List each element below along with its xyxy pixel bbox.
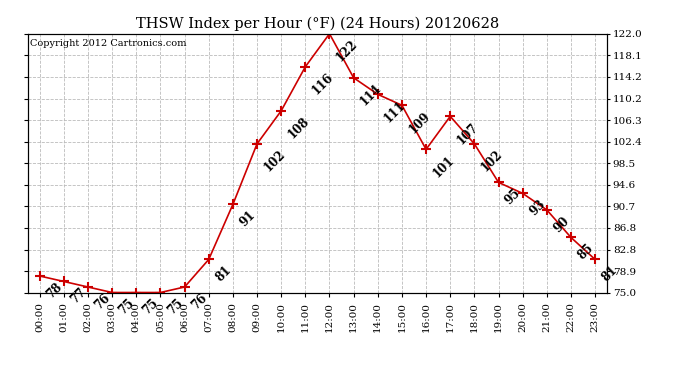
- Title: THSW Index per Hour (°F) (24 Hours) 20120628: THSW Index per Hour (°F) (24 Hours) 2012…: [136, 17, 499, 31]
- Text: 102: 102: [479, 148, 505, 174]
- Text: 75: 75: [141, 297, 161, 317]
- Text: 95: 95: [503, 186, 524, 207]
- Text: 90: 90: [551, 214, 572, 235]
- Text: 116: 116: [310, 71, 336, 98]
- Text: 111: 111: [382, 99, 408, 125]
- Text: 107: 107: [455, 120, 481, 147]
- Text: 122: 122: [334, 38, 360, 64]
- Text: 108: 108: [286, 115, 312, 141]
- Text: 101: 101: [431, 153, 457, 180]
- Text: 75: 75: [117, 297, 137, 317]
- Text: 109: 109: [406, 110, 433, 136]
- Text: 75: 75: [165, 297, 186, 317]
- Text: 78: 78: [44, 280, 65, 301]
- Text: 81: 81: [600, 264, 620, 284]
- Text: 85: 85: [575, 242, 596, 262]
- Text: 93: 93: [527, 198, 548, 218]
- Text: 76: 76: [92, 291, 113, 312]
- Text: 91: 91: [237, 209, 258, 229]
- Text: Copyright 2012 Cartronics.com: Copyright 2012 Cartronics.com: [30, 39, 187, 48]
- Text: 76: 76: [189, 291, 210, 312]
- Text: 102: 102: [262, 148, 288, 174]
- Text: 81: 81: [213, 264, 234, 284]
- Text: 114: 114: [358, 82, 384, 108]
- Text: 77: 77: [68, 286, 89, 306]
